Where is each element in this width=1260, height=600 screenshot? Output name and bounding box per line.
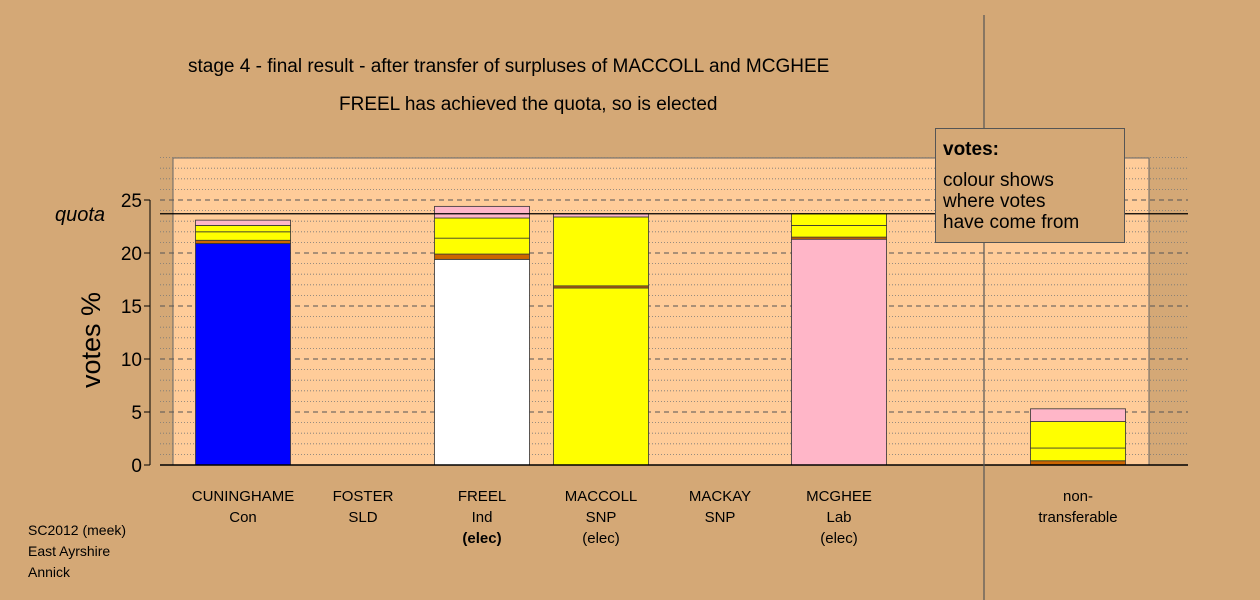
bar-cuninghame-segment [195,239,291,244]
candidate-status: (elec) [462,530,502,547]
bar-mcghee-segment [791,238,887,466]
bar-freel-segment [434,253,530,260]
y-tick-label: 0 [131,456,142,477]
bar-nontransferable-segment [1030,447,1126,462]
candidate-name: CUNINGHAME [191,488,295,505]
candidate-name: MCGHEE [806,488,872,505]
nontransferable-label-line-1: non- [1062,488,1094,505]
candidate-name: MACCOLL [564,488,638,505]
bar-freel-segment [434,237,530,255]
bar-nontransferable-segment [1030,408,1126,422]
legend-line-1: colour shows [943,170,1054,191]
candidate-party: Lab [826,509,852,526]
y-tick-label: 10 [121,350,142,371]
y-tick-label: 5 [131,403,142,424]
legend-title: votes: [943,139,999,160]
candidate-status: (elec) [820,530,858,547]
nontransferable-label-line-2: transferable [1038,509,1118,526]
legend-line-2: where votes [943,191,1046,212]
footer-line-2: East Ayrshire [28,543,111,559]
category-label-mackay: MACKAY SNP [650,486,790,528]
candidate-name: MACKAY [688,488,752,505]
quota-label: quota [55,204,105,226]
footer: SC2012 (meek) East Ayrshire Annick [28,520,126,583]
candidate-name: FREEL [457,488,507,505]
bar-mcghee-segment [791,213,887,226]
candidate-party: SNP [585,509,617,526]
bar-cuninghame-segment [195,225,291,233]
candidate-party: Ind [471,509,493,526]
bar-nontransferable-segment [1030,421,1126,449]
bar-cuninghame-segment [195,219,291,226]
bar-cuninghame-segment [195,243,291,466]
bar-freel-segment [434,258,530,466]
candidate-party: SNP [704,509,736,526]
bar-maccoll-segment [553,216,649,287]
chart-subtitle: FREEL has achieved the quota, so is elec… [339,94,718,115]
bar-mcghee-segment [791,225,887,238]
bar-freel-segment [434,217,530,239]
chart-title: stage 4 - final result - after transfer … [188,56,830,77]
category-label-maccoll: MACCOLL SNP (elec) [531,486,671,549]
bar-freel-segment [434,205,530,219]
candidate-status: (elec) [582,530,620,547]
bar-cuninghame-segment [195,231,291,241]
category-label-foster: FOSTER SLD [293,486,433,528]
category-label-freel: FREEL Ind (elec) [412,486,552,549]
category-label-mcghee: MCGHEE Lab (elec) [769,486,909,549]
y-tick-label: 20 [121,244,142,265]
candidate-name: FOSTER [332,488,394,505]
category-label-cuninghame: CUNINGHAME Con [173,486,313,528]
legend-line-3: have come from [943,212,1080,233]
bar-maccoll-segment [553,287,649,466]
footer-line-1: SC2012 (meek) [28,522,127,538]
category-label-nontransferable: non-transferable [1008,486,1148,528]
candidate-party: Con [229,509,257,526]
y-tick-label: 25 [121,191,142,212]
candidate-party: SLD [348,509,378,526]
y-axis-label: votes % [76,292,106,388]
legend: votes: colour shows where votes have com… [935,128,1125,243]
footer-line-3: Annick [28,564,71,580]
y-tick-label: 15 [121,297,142,318]
